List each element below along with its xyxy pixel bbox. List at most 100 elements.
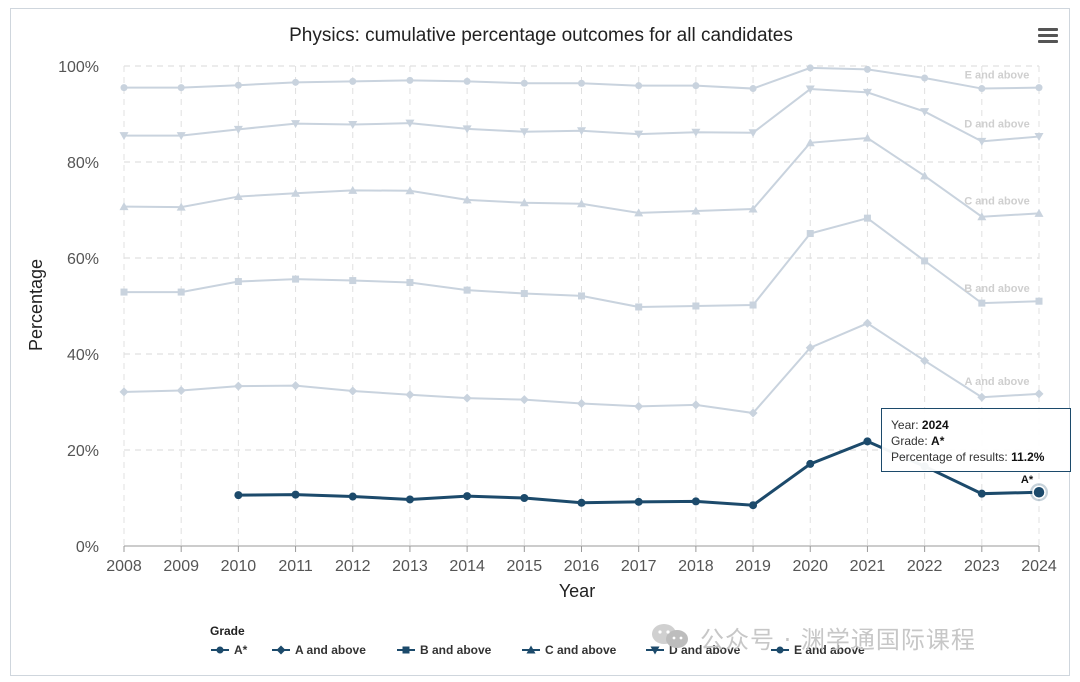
data-point[interactable]	[978, 85, 986, 93]
data-point[interactable]	[348, 185, 358, 194]
data-point[interactable]	[348, 386, 358, 396]
data-point[interactable]	[921, 257, 929, 265]
data-point[interactable]	[578, 79, 585, 87]
data-point[interactable]	[1034, 133, 1044, 142]
data-point[interactable]	[462, 393, 472, 403]
data-point[interactable]	[405, 495, 414, 504]
data-point[interactable]	[1035, 297, 1043, 305]
data-point[interactable]	[291, 120, 301, 129]
data-point[interactable]	[691, 497, 700, 506]
data-point[interactable]	[520, 290, 528, 298]
data-point[interactable]	[349, 77, 357, 85]
data-point[interactable]	[977, 137, 987, 146]
data-point[interactable]	[176, 132, 186, 141]
data-point[interactable]	[405, 186, 415, 195]
data-point[interactable]	[578, 292, 585, 300]
data-point[interactable]	[233, 381, 243, 391]
data-point[interactable]	[234, 491, 243, 500]
legend-item[interactable]: C and above	[522, 643, 617, 657]
legend-item[interactable]: B and above	[397, 643, 492, 657]
data-point[interactable]	[1034, 389, 1044, 399]
data-point[interactable]	[805, 85, 815, 94]
data-point[interactable]	[120, 84, 128, 92]
data-point[interactable]	[978, 299, 986, 307]
legend-marker[interactable]	[526, 645, 536, 654]
data-point[interactable]	[119, 132, 129, 141]
data-point[interactable]	[519, 128, 529, 137]
data-point[interactable]	[577, 127, 586, 136]
data-point[interactable]	[577, 199, 586, 208]
legend-item[interactable]: D and above	[646, 643, 741, 657]
data-point[interactable]	[748, 204, 758, 213]
data-point[interactable]	[977, 392, 987, 402]
data-point[interactable]	[520, 79, 528, 87]
data-point[interactable]	[405, 390, 415, 400]
data-point[interactable]	[862, 318, 872, 328]
data-point[interactable]	[806, 459, 815, 468]
data-point[interactable]	[406, 278, 414, 286]
data-point[interactable]	[805, 138, 815, 147]
legend-item[interactable]: A and above	[272, 643, 366, 657]
data-point[interactable]	[692, 82, 700, 90]
data-point[interactable]	[977, 212, 987, 221]
data-point[interactable]	[863, 214, 871, 222]
data-point[interactable]	[692, 302, 700, 310]
data-point[interactable]	[635, 303, 643, 311]
data-point[interactable]	[349, 277, 357, 285]
data-point[interactable]	[348, 492, 357, 501]
data-point[interactable]	[805, 343, 815, 353]
data-point[interactable]	[691, 400, 701, 410]
data-point[interactable]	[520, 494, 529, 502]
data-point[interactable]	[691, 206, 701, 215]
data-point[interactable]	[234, 81, 242, 89]
data-point[interactable]	[291, 188, 301, 197]
legend-marker[interactable]	[650, 646, 660, 655]
data-point[interactable]	[862, 133, 872, 142]
legend-marker[interactable]	[216, 646, 224, 654]
data-point[interactable]	[120, 288, 128, 296]
data-point[interactable]	[177, 288, 185, 296]
data-point[interactable]	[291, 490, 300, 499]
data-point[interactable]	[463, 492, 472, 501]
data-point[interactable]	[177, 84, 185, 92]
legend-item[interactable]: E and above	[771, 643, 865, 657]
data-point[interactable]	[748, 408, 758, 418]
data-point[interactable]	[863, 65, 871, 73]
data-point[interactable]	[920, 171, 930, 180]
chart-menu-icon[interactable]	[1038, 28, 1058, 46]
data-point[interactable]	[233, 192, 243, 201]
data-point[interactable]	[119, 202, 129, 211]
legend-marker[interactable]	[276, 645, 286, 655]
data-point[interactable]	[463, 77, 471, 85]
data-point[interactable]	[749, 501, 758, 510]
data-point[interactable]	[233, 125, 243, 134]
legend-marker[interactable]	[402, 646, 410, 654]
data-point[interactable]	[292, 275, 300, 283]
data-point[interactable]	[577, 498, 586, 507]
data-point[interactable]	[405, 119, 415, 128]
data-point[interactable]	[634, 497, 643, 506]
data-point[interactable]	[634, 208, 644, 217]
data-point[interactable]	[519, 395, 529, 405]
data-point[interactable]	[634, 130, 644, 139]
data-point[interactable]	[920, 356, 930, 366]
data-point[interactable]	[634, 401, 644, 411]
data-point[interactable]	[1034, 208, 1044, 217]
data-point[interactable]	[691, 128, 701, 137]
data-point[interactable]	[748, 129, 758, 138]
data-point[interactable]	[977, 489, 986, 498]
legend-item[interactable]: A*	[211, 643, 248, 657]
data-point[interactable]	[176, 202, 186, 211]
data-point[interactable]	[291, 381, 301, 391]
data-point[interactable]	[462, 195, 472, 204]
data-point[interactable]	[863, 437, 872, 446]
data-point[interactable]	[635, 82, 643, 90]
data-point[interactable]	[462, 125, 472, 134]
data-point[interactable]	[176, 385, 186, 395]
data-point[interactable]	[921, 74, 929, 82]
data-point[interactable]	[406, 76, 414, 84]
data-point[interactable]	[749, 301, 757, 309]
data-point[interactable]	[806, 64, 814, 72]
data-point[interactable]	[463, 286, 471, 294]
legend-marker[interactable]	[776, 646, 784, 654]
